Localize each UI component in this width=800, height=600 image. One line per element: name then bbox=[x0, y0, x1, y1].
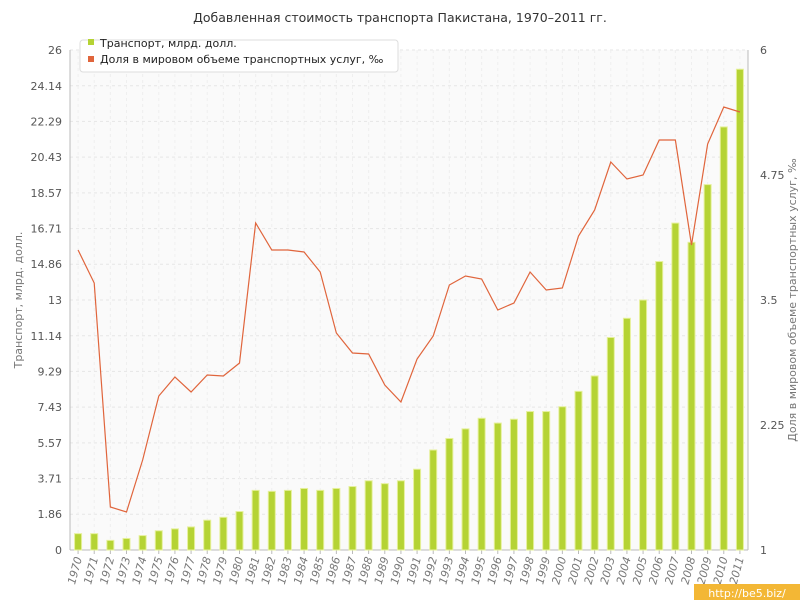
bar bbox=[235, 511, 244, 551]
bar bbox=[719, 126, 728, 551]
bar bbox=[90, 533, 99, 551]
y-left-tick-label: 18.57 bbox=[31, 187, 63, 200]
axes bbox=[69, 50, 749, 551]
line-path bbox=[77, 106, 741, 513]
bar bbox=[380, 483, 389, 551]
bar bbox=[106, 539, 115, 551]
y-right-tick-label: 3.5 bbox=[760, 294, 778, 307]
bar bbox=[655, 261, 664, 551]
y-left-tick-label: 3.71 bbox=[38, 473, 63, 486]
y-right-tick-label: 6 bbox=[760, 44, 767, 57]
y-left-tick-label: 22.29 bbox=[31, 115, 63, 128]
watermark-bg bbox=[694, 584, 800, 600]
bar bbox=[283, 489, 292, 551]
y-right-tick-label: 2.25 bbox=[760, 419, 785, 432]
bar bbox=[558, 406, 567, 551]
y-axis-right-label: Доля в мировом объеме транспортных услуг… bbox=[786, 158, 799, 442]
y-axis-left-label: Транспорт, млрд. долл. bbox=[12, 232, 25, 370]
y-left-tick-label: 1.86 bbox=[38, 508, 63, 521]
bar bbox=[316, 489, 325, 551]
bar bbox=[735, 68, 744, 551]
bar bbox=[267, 490, 276, 551]
bar bbox=[300, 487, 309, 551]
bar bbox=[219, 516, 228, 551]
y-left-tick-label: 16.71 bbox=[31, 223, 63, 236]
bar bbox=[671, 222, 680, 551]
bar bbox=[187, 526, 196, 551]
legend-swatch-line bbox=[88, 56, 94, 62]
watermark-text: http://be5.biz/ bbox=[708, 587, 786, 600]
bar bbox=[622, 317, 631, 551]
bar bbox=[396, 480, 405, 551]
bar bbox=[493, 422, 502, 551]
y-left-tick-label: 20.43 bbox=[31, 151, 63, 164]
bar bbox=[445, 437, 454, 551]
bar bbox=[542, 411, 551, 551]
bar bbox=[639, 299, 648, 551]
grid bbox=[70, 49, 748, 554]
right-axis-ticks: 1 2.25 3.5 4.75 6 bbox=[760, 44, 785, 557]
bar bbox=[74, 533, 83, 551]
y-left-tick-label: 0 bbox=[55, 544, 62, 557]
bar bbox=[170, 528, 179, 551]
bar bbox=[154, 530, 163, 551]
x-axis-ticks: 1970197119721973197419751976197719781979… bbox=[65, 555, 747, 585]
bar-series bbox=[74, 68, 744, 551]
y-left-tick-label: 5.57 bbox=[38, 437, 63, 450]
bar bbox=[413, 468, 422, 551]
y-left-tick-label: 11.14 bbox=[31, 330, 63, 343]
bar bbox=[477, 417, 486, 551]
bar bbox=[687, 241, 696, 551]
y-left-tick-label: 13 bbox=[48, 294, 62, 307]
y-left-tick-label: 14.86 bbox=[31, 258, 63, 271]
y-right-tick-label: 1 bbox=[760, 544, 767, 557]
watermark: http://be5.biz/ bbox=[694, 584, 800, 600]
legend-label-line: Доля в мировом объеме транспортных услуг… bbox=[100, 53, 384, 66]
bar bbox=[332, 487, 341, 551]
y-left-tick-label: 7.43 bbox=[38, 401, 63, 414]
bar bbox=[364, 480, 373, 551]
line-series bbox=[77, 106, 741, 513]
bar bbox=[429, 449, 438, 551]
legend-box bbox=[79, 39, 399, 73]
legend-label-bar: Транспорт, млрд. долл. bbox=[99, 37, 237, 50]
bar bbox=[203, 519, 212, 551]
bar bbox=[606, 337, 615, 551]
bar bbox=[509, 418, 518, 551]
bar bbox=[703, 184, 712, 551]
bar bbox=[138, 535, 147, 551]
bar bbox=[574, 390, 583, 551]
bar bbox=[590, 375, 599, 551]
y-left-tick-label: 9.29 bbox=[38, 365, 63, 378]
y-right-tick-label: 4.75 bbox=[760, 169, 785, 182]
y-left-tick-label: 24.14 bbox=[31, 80, 63, 93]
bar bbox=[122, 537, 131, 551]
bar bbox=[526, 411, 535, 551]
bar bbox=[348, 486, 357, 551]
left-axis-ticks: 0 1.86 3.71 5.57 7.43 9.29 11.14 13 14.86 16.71 18… bbox=[31, 44, 63, 557]
bar bbox=[251, 489, 260, 551]
bar bbox=[461, 428, 470, 551]
legend: Транспорт, млрд. долл. Доля в мировом об… bbox=[79, 37, 399, 73]
legend-swatch-bar bbox=[88, 39, 94, 45]
y-left-tick-label: 26 bbox=[48, 44, 62, 57]
chart-title: Добавленная стоимость транспорта Пакиста… bbox=[193, 10, 607, 25]
